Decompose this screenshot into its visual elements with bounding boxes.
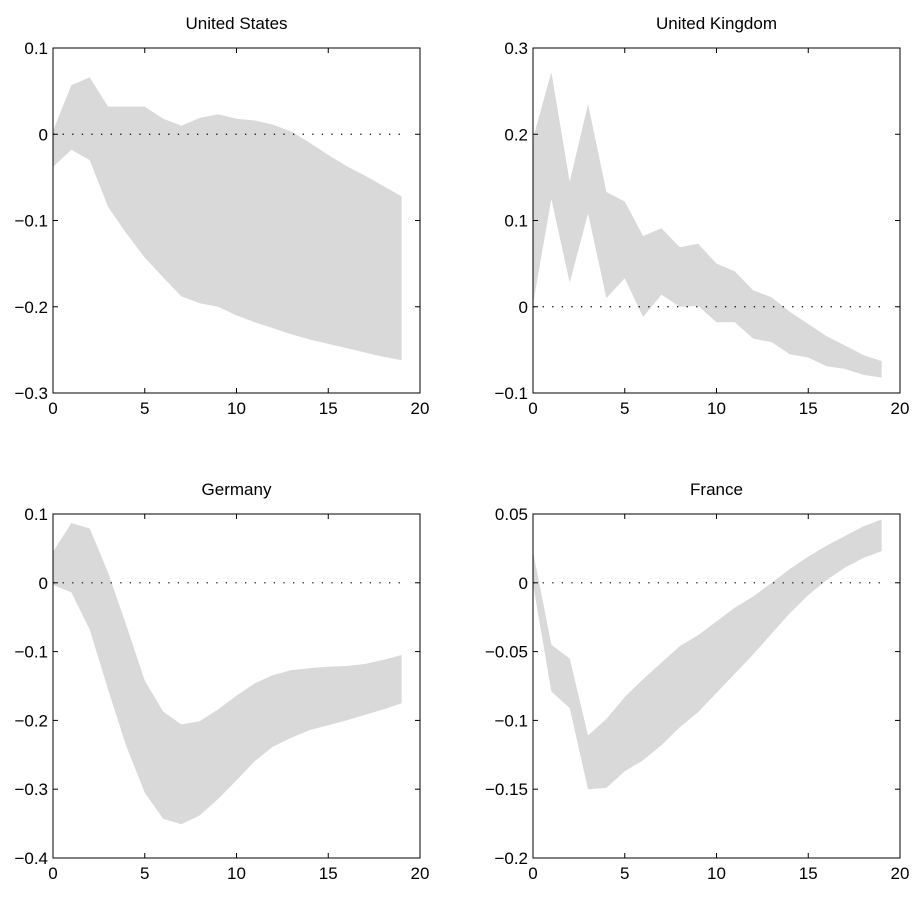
y-tick-label: −0.2 [14, 711, 48, 730]
y-tick-label: −0.3 [14, 780, 48, 799]
y-tick-label: 0.1 [24, 505, 48, 524]
y-tick-label: −0.4 [14, 849, 48, 868]
confidence-band [53, 522, 402, 825]
chart-title: Germany [202, 480, 272, 499]
x-tick-label: 5 [620, 399, 629, 418]
x-tick-label: 20 [411, 399, 430, 418]
x-tick-label: 0 [528, 864, 537, 883]
y-tick-label: −0.1 [494, 711, 528, 730]
y-tick-label: 0.1 [504, 212, 528, 231]
x-tick-label: 0 [48, 399, 57, 418]
x-tick-label: 20 [411, 864, 430, 883]
x-tick-label: 0 [528, 399, 537, 418]
y-tick-label: 0 [519, 298, 528, 317]
y-tick-label: 0.3 [504, 39, 528, 58]
chart-title: United States [185, 14, 287, 33]
y-tick-label: −0.1 [14, 643, 48, 662]
panel-germany: 0 5 10 15 20 −0.4 −0.3 −0.2 −0.1 0 0.1 Germany [14, 480, 429, 883]
x-tick-label: 15 [319, 399, 338, 418]
chart-title: France [690, 480, 743, 499]
panel-united-states: 0 5 10 15 20 −0.3 −0.2 −0.1 0 0.1 United States [14, 14, 429, 418]
chart-title: United Kingdom [656, 14, 777, 33]
x-tick-label: 5 [140, 864, 149, 883]
y-tick-label: 0.1 [24, 39, 48, 58]
y-tick-label: 0.2 [504, 125, 528, 144]
y-tick-label: −0.15 [485, 780, 528, 799]
confidence-band [533, 519, 882, 790]
x-tick-label: 10 [227, 399, 246, 418]
x-tick-label: 15 [319, 864, 338, 883]
confidence-band [533, 72, 882, 378]
y-tick-label: −0.2 [494, 849, 528, 868]
axes-box [532, 47, 901, 394]
y-tick-label: 0.05 [495, 505, 528, 524]
y-tick-label: −0.1 [14, 212, 48, 231]
x-tick-label: 5 [140, 399, 149, 418]
confidence-band [53, 77, 402, 361]
panel-france: 0 5 10 15 20 −0.2 −0.15 −0.1 −0.05 0 0.05 France [485, 480, 909, 883]
y-tick-label: −0.2 [14, 298, 48, 317]
y-tick-label: 0 [39, 125, 48, 144]
x-tick-label: 10 [227, 864, 246, 883]
x-tick-label: 15 [799, 399, 818, 418]
x-tick-label: 0 [48, 864, 57, 883]
x-tick-label: 15 [799, 864, 818, 883]
x-tick-label: 20 [891, 864, 910, 883]
x-tick-label: 10 [707, 399, 726, 418]
y-tick-label: −0.1 [494, 384, 528, 403]
x-tick-label: 20 [891, 399, 910, 418]
y-tick-label: 0 [39, 574, 48, 593]
y-tick-label: −0.3 [14, 384, 48, 403]
y-tick-label: −0.05 [485, 643, 528, 662]
y-tick-label: 0 [519, 574, 528, 593]
x-tick-label: 5 [620, 864, 629, 883]
x-tick-label: 10 [707, 864, 726, 883]
